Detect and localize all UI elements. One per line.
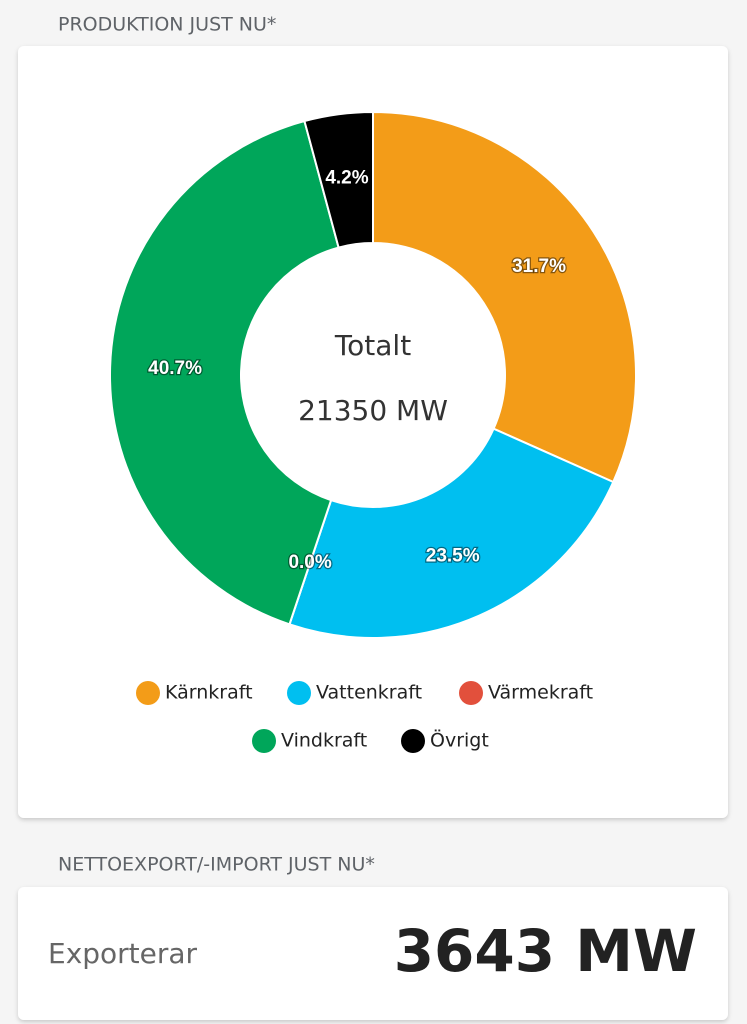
data-label: 23.5% [426,545,480,566]
net-card [18,887,728,1020]
net-value: 3643 MW [394,917,697,985]
net-label: Exporterar [48,937,198,970]
legend-swatch [401,729,425,753]
section-title: NETTOEXPORT/-IMPORT JUST NU* [58,854,375,876]
donut-segment [303,110,374,249]
donut-segment [372,110,637,484]
donut-segment [288,427,615,639]
legend-swatch [252,729,276,753]
center-title: Totalt [334,329,411,362]
legend-swatch [287,681,311,705]
legend-label: Övrigt [430,729,489,752]
legend-label: Värmekraft [488,682,593,704]
donut-chart: 31.7% 23.5% 0.0% 40.7% 4.2% [109,110,637,639]
legend-label: Kärnkraft [165,682,253,704]
data-label: 31.7% [512,256,566,277]
data-label: 4.2% [325,168,368,189]
legend: Kärnkraft Vattenkraft Värmekraft Vindkraft Ö… [136,681,593,753]
data-label: 0.0% [288,552,331,573]
section-title: PRODUKTION JUST NU* [58,14,276,36]
legend-swatch [459,681,483,705]
legend-label: Vindkraft [281,730,367,752]
legend-swatch [136,681,160,705]
legend-label: Vattenkraft [316,682,422,704]
donut-segment [109,119,340,626]
data-label: 40.7% [148,358,202,379]
center-value: 21350 MW [298,394,448,427]
